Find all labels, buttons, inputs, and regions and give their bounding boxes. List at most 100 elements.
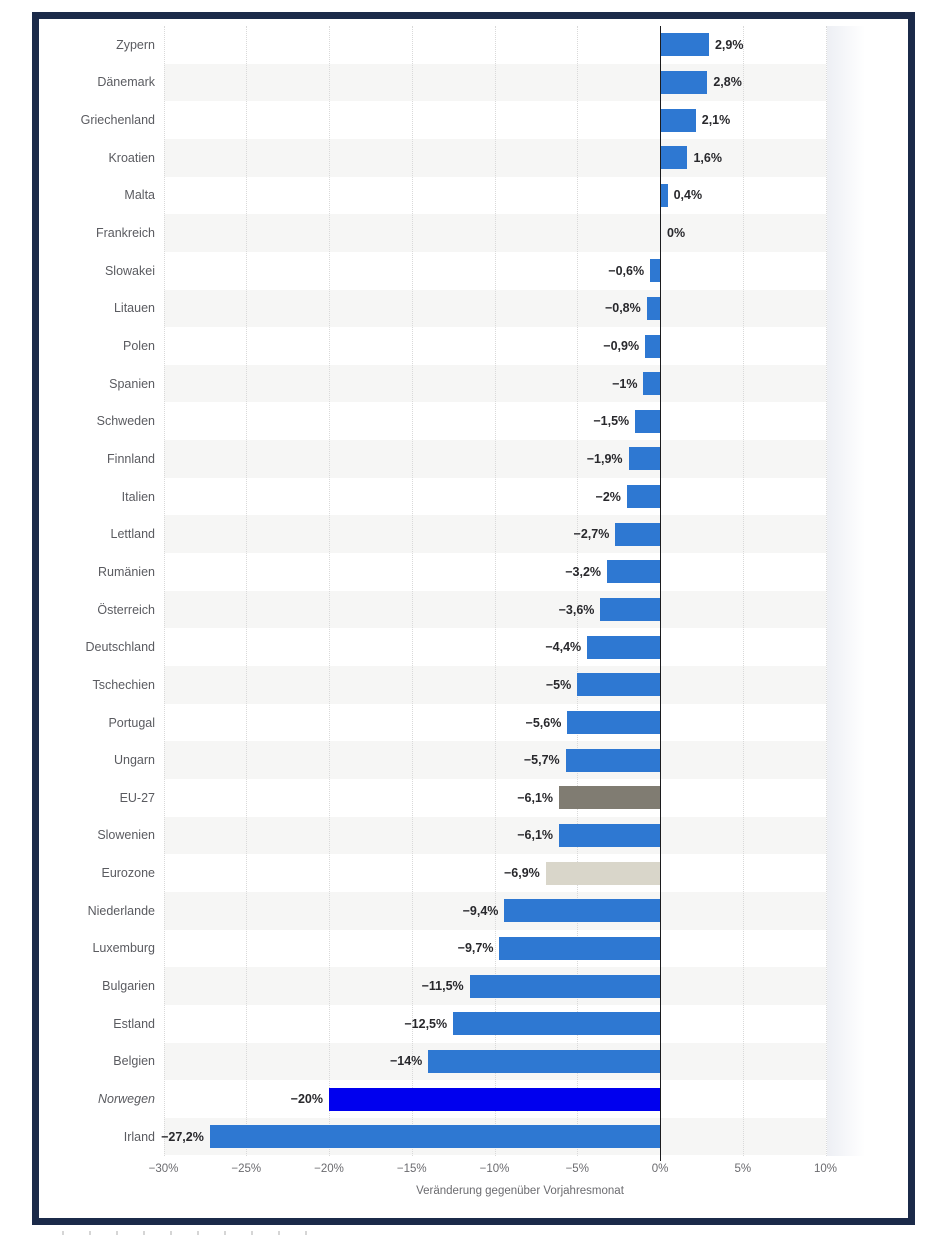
category-label: Luxemburg xyxy=(92,941,155,956)
zero-axis-line xyxy=(660,26,661,1161)
x-axis-tick-label: −5% xyxy=(565,1163,589,1175)
category-label: Litauen xyxy=(113,301,155,316)
gridline xyxy=(411,26,413,1156)
chart-row: Rumänien −3,2% xyxy=(0,553,939,591)
category-label: Bulgarien xyxy=(102,979,155,994)
category-label: Finnland xyxy=(107,451,155,466)
bar[interactable] xyxy=(567,711,660,734)
bar[interactable] xyxy=(661,33,709,57)
bar[interactable] xyxy=(428,1049,660,1073)
bar[interactable] xyxy=(469,974,660,998)
category-label: Lettland xyxy=(110,527,155,542)
bar[interactable] xyxy=(504,899,660,923)
x-axis-tick-label: −20% xyxy=(314,1163,344,1175)
chart-row: Estland −12,5% xyxy=(0,1005,939,1043)
x-axis-tick-label: −10% xyxy=(479,1163,510,1175)
bar[interactable] xyxy=(626,485,660,509)
chart-row: Zypern 2,9% xyxy=(0,26,939,64)
chart-row: Malta 0,4% xyxy=(0,177,939,215)
chart-row: Frankreich 0% xyxy=(0,214,939,252)
bar[interactable] xyxy=(545,861,660,885)
bar[interactable] xyxy=(643,372,660,396)
value-label: −1,5% xyxy=(593,414,630,429)
value-label: −11,5% xyxy=(421,979,464,994)
value-label: −0,9% xyxy=(603,339,640,353)
x-axis-tick-label: 5% xyxy=(734,1163,752,1175)
category-label: Belgien xyxy=(113,1054,155,1069)
bar[interactable] xyxy=(635,409,660,433)
bar[interactable] xyxy=(453,1012,660,1036)
cropped-text-artifact xyxy=(62,1231,324,1235)
chart-row: Lettland −2,7% xyxy=(0,515,939,553)
value-label: 2,1% xyxy=(701,113,731,128)
bar[interactable] xyxy=(661,70,708,94)
category-label: Schweden xyxy=(96,414,155,429)
chart-row: Eurozone −6,9% xyxy=(0,854,939,892)
category-label: Norwegen xyxy=(98,1092,155,1106)
bar[interactable] xyxy=(628,447,660,471)
value-label: −2% xyxy=(595,489,621,504)
chart-row: Österreich −3,6% xyxy=(0,591,939,629)
category-label: Tschechien xyxy=(92,677,155,692)
category-label: Italien xyxy=(121,489,155,504)
value-label: −0,8% xyxy=(604,301,641,316)
value-label: −1,9% xyxy=(586,451,623,466)
category-label: Polen xyxy=(123,339,155,353)
chart-row: Belgien −14% xyxy=(0,1043,939,1081)
bar[interactable] xyxy=(329,1087,660,1111)
value-label: −20% xyxy=(290,1092,323,1106)
category-label: Kroatien xyxy=(108,150,155,165)
value-label: −5,6% xyxy=(525,715,562,730)
category-label: Österreich xyxy=(97,602,155,617)
category-label: EU-27 xyxy=(119,790,155,805)
value-label: −5% xyxy=(545,677,572,692)
gridline xyxy=(329,26,330,1156)
category-label: Deutschland xyxy=(85,640,156,655)
bar[interactable] xyxy=(499,936,660,960)
gridline xyxy=(577,26,579,1156)
bar[interactable] xyxy=(661,108,696,132)
value-label: −27,2% xyxy=(161,1129,204,1144)
chart-row: Slowakei −0,6% xyxy=(0,252,939,290)
gridline xyxy=(246,26,248,1156)
bar[interactable] xyxy=(559,823,660,847)
category-label: Griechenland xyxy=(80,113,155,128)
category-label: Slowenien xyxy=(97,828,155,843)
bar[interactable] xyxy=(577,673,660,697)
bar[interactable] xyxy=(600,598,660,622)
chart-row: Niederlande −9,4% xyxy=(0,892,939,930)
category-label: Eurozone xyxy=(101,866,155,881)
x-axis-tick-label: −25% xyxy=(231,1163,262,1175)
value-label: −6,9% xyxy=(504,866,540,881)
value-label: −0,6% xyxy=(608,263,645,278)
gridline xyxy=(825,26,827,1156)
bar[interactable] xyxy=(645,334,660,358)
value-label: 0% xyxy=(667,226,686,241)
bar[interactable] xyxy=(607,560,660,584)
value-label: 0,4% xyxy=(673,188,703,203)
chart-row: Schweden −1,5% xyxy=(0,403,939,441)
chart-row: EU-27 −6,1% xyxy=(0,779,939,817)
chart-row: Italien −2% xyxy=(0,478,939,516)
gridline xyxy=(163,26,165,1156)
bar[interactable] xyxy=(209,1125,660,1149)
bar[interactable] xyxy=(559,786,660,810)
bar[interactable] xyxy=(615,522,660,546)
bar[interactable] xyxy=(661,183,668,207)
gridline xyxy=(742,26,744,1156)
bar[interactable] xyxy=(661,146,688,170)
bar[interactable] xyxy=(565,748,660,772)
bar[interactable] xyxy=(646,296,660,320)
bar[interactable] xyxy=(587,635,660,659)
right-fade-shadow xyxy=(827,26,865,1156)
chart-row: Irland −27,2% xyxy=(0,1118,939,1156)
chart-row: Griechenland 2,1% xyxy=(0,101,939,139)
bar[interactable] xyxy=(650,259,660,283)
value-label: −4,4% xyxy=(545,640,582,655)
chart-row: Deutschland −4,4% xyxy=(0,628,939,666)
value-label: −6,1% xyxy=(517,828,554,843)
category-label: Portugal xyxy=(108,715,155,730)
category-label: Niederlande xyxy=(87,903,155,918)
